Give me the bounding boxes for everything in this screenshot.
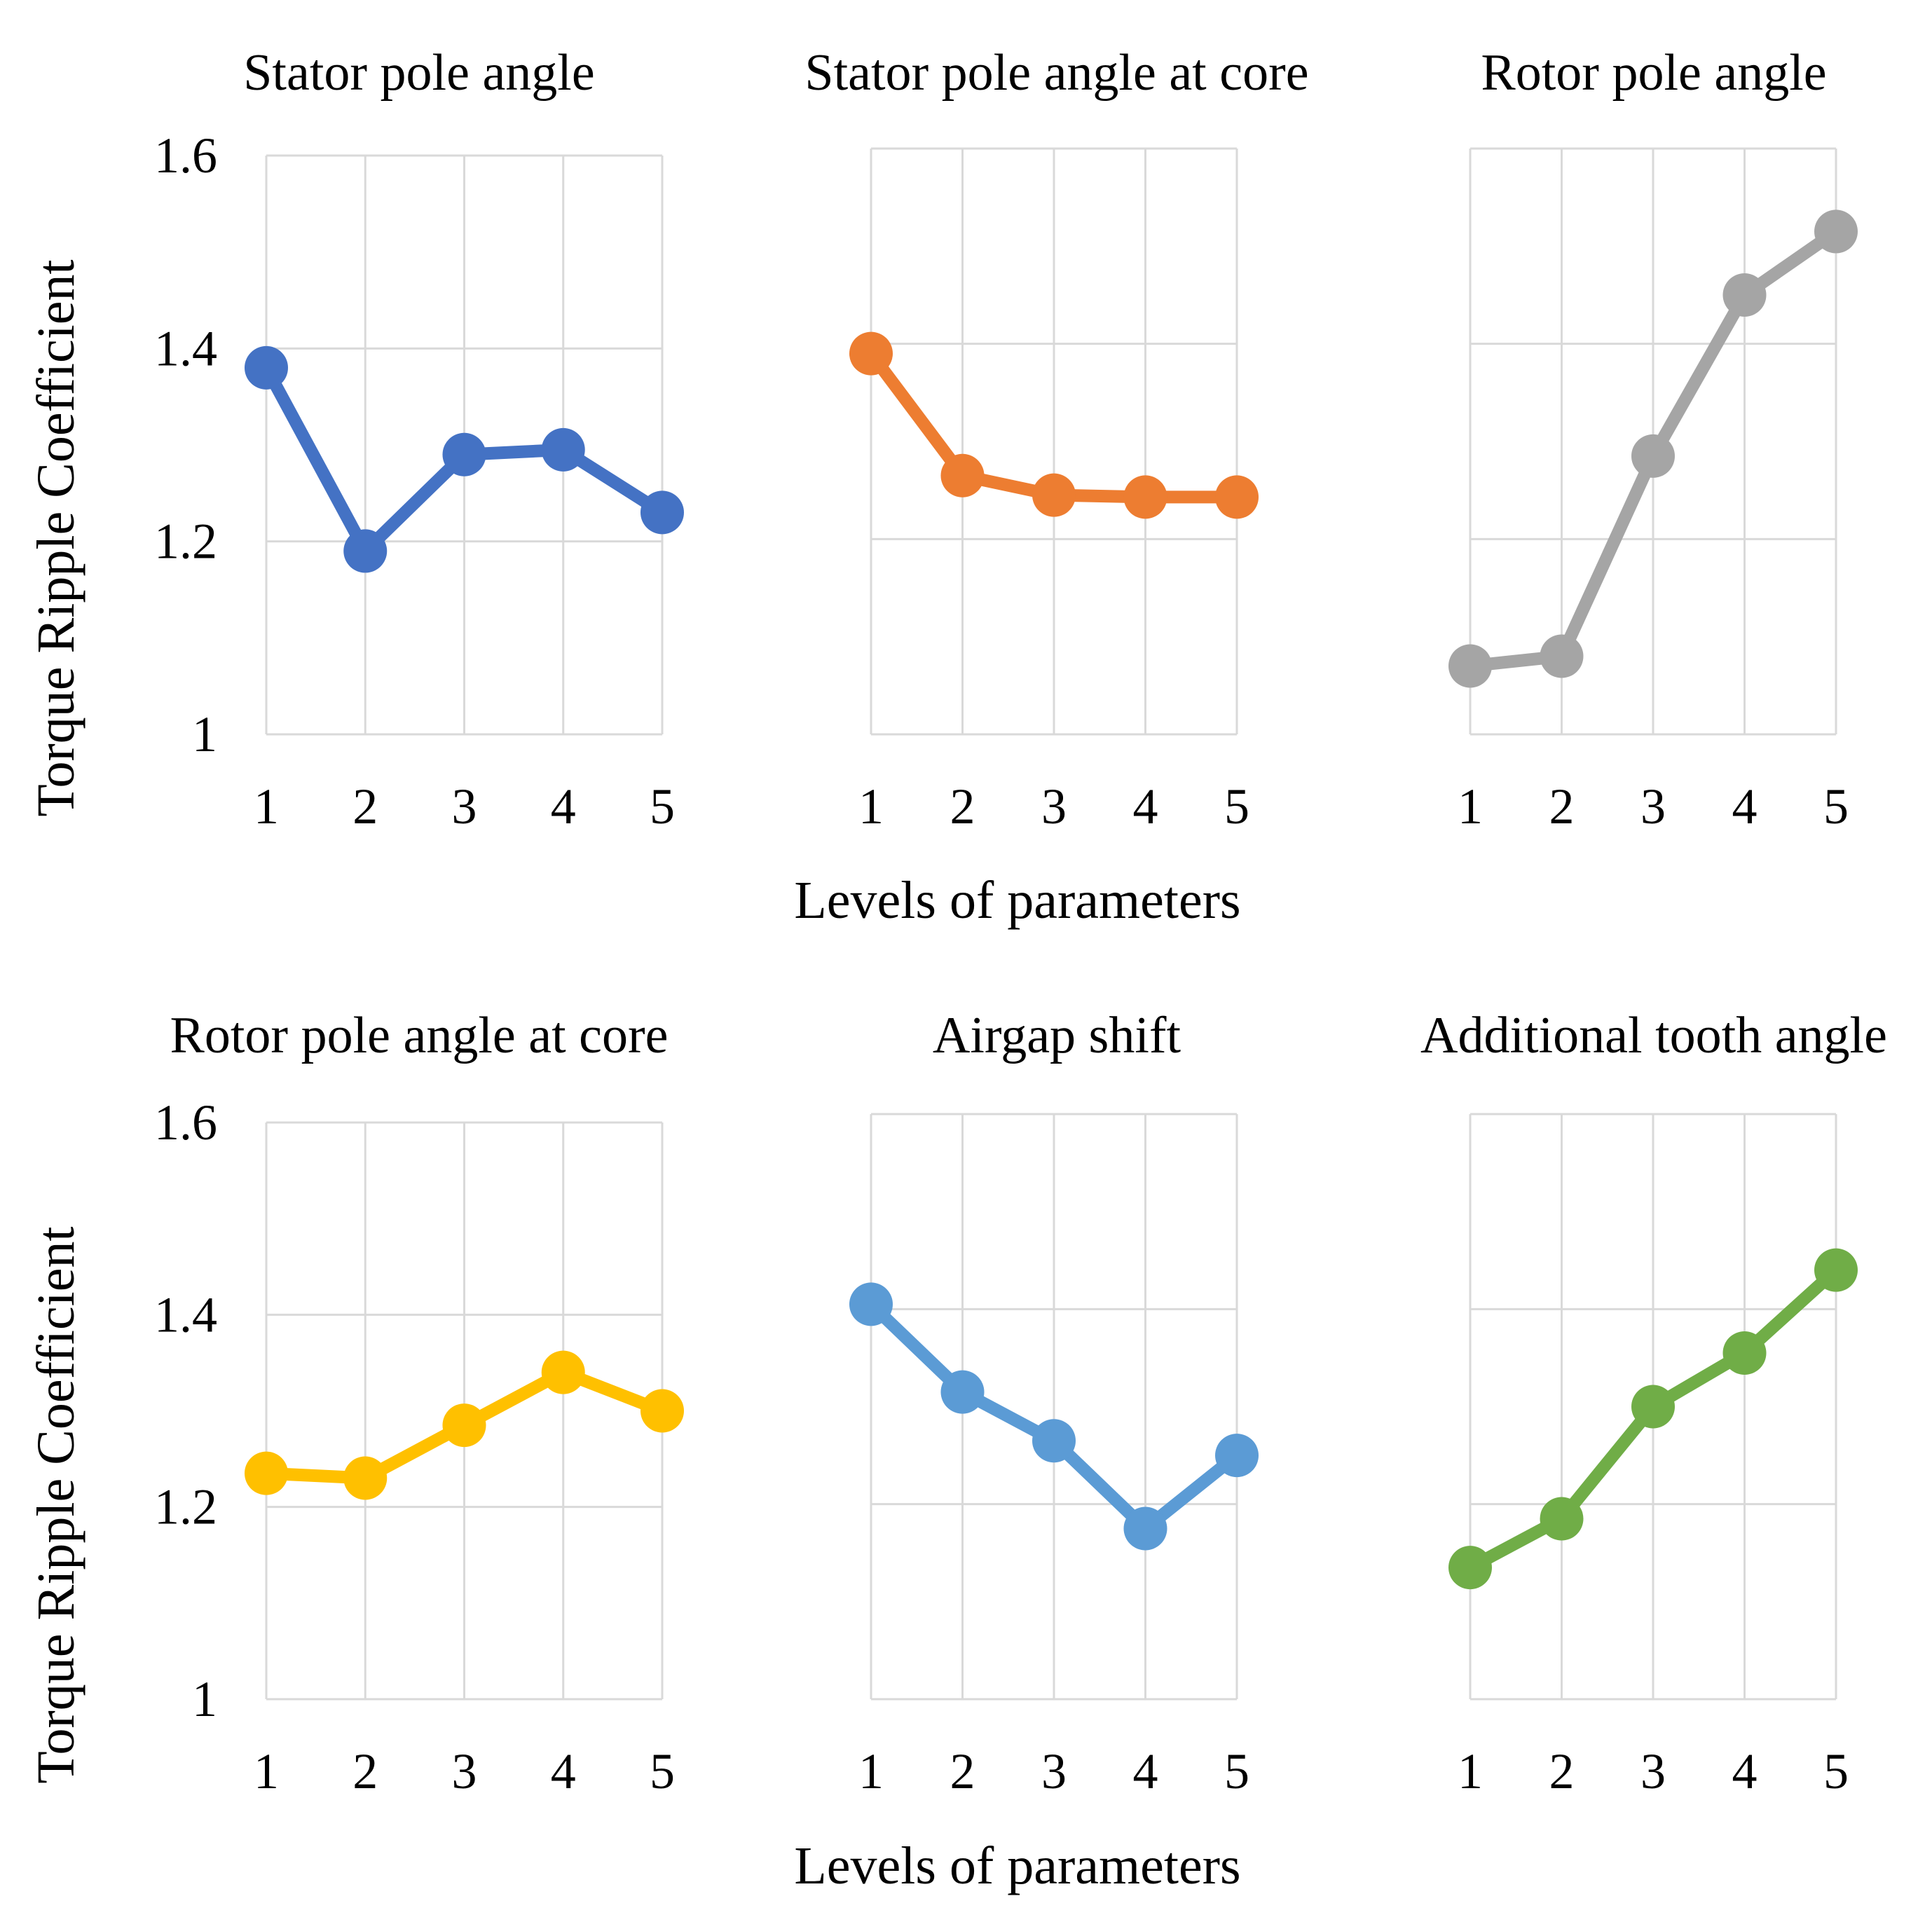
chart-title: Additional tooth angle [1420,1007,1887,1064]
chart-additional-tooth-angle: Additional tooth angle 1 2 3 4 5 [1420,1007,1887,1799]
y-axis-label-bottom: Torque Ripple Coefficient [27,1226,85,1783]
x-axis-label-top: Levels of parameters [794,871,1240,930]
x-tick-label: 3 [1041,778,1067,835]
chart-rotor-pole-angle: Rotor pole angle 1 2 3 4 5 [1448,44,1858,835]
x-tick-label: 2 [950,1743,975,1799]
data-point [1123,1506,1167,1551]
x-tick-label: 4 [1732,778,1758,835]
data-point [1540,634,1584,678]
y-tick-label: 1 [192,1671,217,1727]
data-point [1215,1434,1259,1478]
x-tick-label: 1 [254,778,279,835]
y-tick-label: 1.6 [154,1094,217,1151]
chart-rotor-pole-angle-at-core: Rotor pole angle at core 1 1.2 1.4 1.6 1 2 3 4 5 [154,1007,684,1799]
data-point [1814,210,1858,254]
data-point [640,1389,684,1433]
data-point [1448,644,1492,688]
x-tick-label: 4 [1732,1743,1758,1799]
chart-title: Stator pole angle [243,44,594,102]
y-tick-label: 1 [192,706,217,762]
chart-title: Stator pole angle at core [804,44,1308,102]
x-tick-label: 4 [551,1743,576,1799]
chart-title: Rotor pole angle [1481,44,1826,102]
x-tick-label: 5 [650,778,675,835]
data-point [1631,1385,1675,1429]
data-point [940,453,985,497]
x-tick-label: 2 [1549,1743,1575,1799]
data-point [1540,1497,1584,1541]
data-point [245,345,288,390]
data-point [1448,1546,1492,1590]
x-tick-label: 5 [1823,1743,1849,1799]
y-axis-label-top: Torque Ripple Coefficient [27,259,85,816]
chart-title: Airgap shift [933,1007,1181,1064]
data-point [541,1350,585,1394]
chart-stator-pole-angle-at-core: Stator pole angle at core 1 2 3 4 5 [804,44,1308,835]
data-point [442,432,486,476]
x-tick-label: 3 [452,778,477,835]
x-tick-label: 2 [1549,778,1575,835]
data-point [1814,1248,1858,1292]
y-tick-label: 1.4 [154,320,217,376]
x-tick-label: 1 [1458,1743,1483,1799]
data-point [245,1451,288,1495]
chart-stator-pole-angle: Stator pole angle 1 1.2 1.4 1.6 1 2 3 4 5 [154,44,684,835]
x-tick-label: 5 [1823,778,1849,835]
data-point [343,1456,388,1500]
x-tick-label: 3 [1640,1743,1666,1799]
data-point [541,427,585,472]
data-point [849,1282,893,1326]
x-tick-label: 3 [1041,1743,1067,1799]
x-tick-label: 2 [352,1743,378,1799]
data-point [1215,475,1259,519]
chart-airgap-shift: Airgap shift 1 2 3 4 5 [849,1007,1259,1799]
data-point [343,529,388,573]
data-point [1722,273,1767,317]
x-tick-label: 1 [858,778,884,835]
x-tick-label: 3 [452,1743,477,1799]
y-tick-label: 1.2 [154,514,217,570]
x-tick-label: 4 [551,778,576,835]
data-point [940,1370,985,1414]
data-point [1123,475,1167,519]
x-tick-label: 1 [1458,778,1483,835]
x-tick-label: 1 [254,1743,279,1799]
data-point [640,490,684,535]
data-point [1631,434,1675,478]
x-tick-label: 5 [1224,1743,1249,1799]
x-axis-label-bottom: Levels of parameters [794,1837,1240,1895]
chart-title: Rotor pole angle at core [170,1007,669,1064]
x-tick-label: 3 [1640,778,1666,835]
data-point [849,331,893,376]
x-tick-label: 4 [1133,778,1158,835]
y-tick-label: 1.2 [154,1479,217,1535]
x-tick-label: 1 [858,1743,884,1799]
y-tick-label: 1.6 [154,128,217,184]
x-tick-label: 2 [950,778,975,835]
data-point [1032,1419,1076,1463]
data-point [1722,1331,1767,1375]
y-tick-label: 1.4 [154,1286,217,1343]
x-tick-label: 2 [352,778,378,835]
x-tick-label: 5 [650,1743,675,1799]
data-point [1032,473,1076,517]
data-point [442,1403,486,1448]
x-tick-label: 5 [1224,778,1249,835]
x-tick-label: 4 [1133,1743,1158,1799]
